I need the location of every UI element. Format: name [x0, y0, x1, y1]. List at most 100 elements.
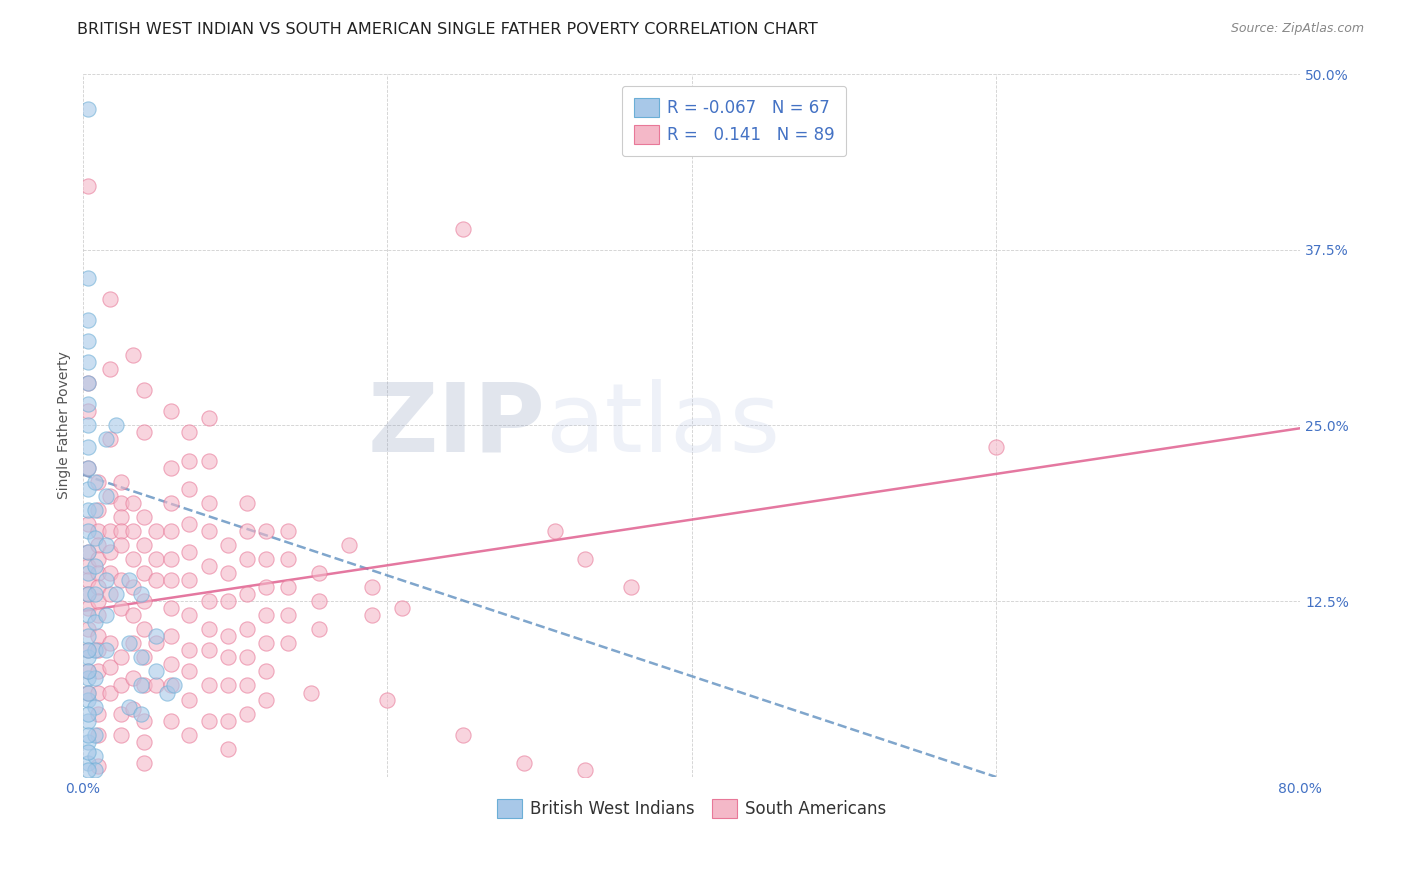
Point: [145, 665, 167, 679]
Point: [87, 643, 110, 657]
Point: [76, 685, 98, 699]
Point: [84, 531, 107, 545]
Point: [76, 672, 98, 686]
Point: [76, 503, 98, 517]
Point: [361, 608, 384, 623]
Point: [98, 587, 121, 601]
Point: [361, 580, 384, 594]
Point: [110, 475, 132, 489]
Point: [198, 496, 221, 510]
Point: [84, 615, 107, 630]
Point: [122, 636, 145, 650]
Point: [132, 756, 155, 770]
Point: [132, 566, 155, 580]
Point: [76, 404, 98, 418]
Point: [132, 425, 155, 440]
Point: [129, 678, 152, 692]
Point: [217, 629, 239, 643]
Point: [179, 453, 201, 467]
Point: [76, 482, 98, 496]
Point: [84, 672, 107, 686]
Point: [179, 573, 201, 587]
Point: [198, 453, 221, 467]
Point: [308, 622, 330, 636]
Point: [254, 524, 277, 538]
Point: [87, 706, 110, 721]
Point: [277, 580, 299, 594]
Point: [163, 678, 186, 692]
Point: [160, 714, 183, 728]
Point: [122, 496, 145, 510]
Point: [105, 418, 128, 433]
Point: [198, 411, 221, 425]
Point: [145, 678, 167, 692]
Point: [236, 587, 259, 601]
Y-axis label: Single Father Poverty: Single Father Poverty: [58, 351, 72, 500]
Point: [110, 538, 132, 552]
Point: [98, 660, 121, 674]
Point: [236, 622, 259, 636]
Point: [87, 580, 110, 594]
Point: [98, 685, 121, 699]
Point: [110, 524, 132, 538]
Point: [308, 594, 330, 608]
Point: [76, 643, 98, 657]
Point: [87, 594, 110, 608]
Point: [217, 650, 239, 665]
Point: [129, 587, 152, 601]
Point: [76, 179, 98, 194]
Point: [94, 538, 117, 552]
Point: [513, 756, 536, 770]
Point: [254, 608, 277, 623]
Point: [87, 608, 110, 623]
Point: [254, 665, 277, 679]
Point: [129, 650, 152, 665]
Text: Source: ZipAtlas.com: Source: ZipAtlas.com: [1230, 22, 1364, 36]
Point: [217, 678, 239, 692]
Point: [375, 692, 398, 706]
Point: [122, 672, 145, 686]
Point: [76, 545, 98, 559]
Point: [122, 348, 145, 362]
Point: [122, 524, 145, 538]
Point: [198, 678, 221, 692]
Point: [236, 650, 259, 665]
Text: ZIP: ZIP: [367, 379, 546, 472]
Point: [574, 763, 596, 777]
Point: [76, 650, 98, 665]
Point: [179, 692, 201, 706]
Point: [160, 573, 183, 587]
Point: [76, 756, 98, 770]
Point: [117, 699, 139, 714]
Point: [76, 460, 98, 475]
Point: [110, 573, 132, 587]
Point: [117, 636, 139, 650]
Point: [76, 735, 98, 749]
Point: [217, 741, 239, 756]
Point: [84, 699, 107, 714]
Point: [84, 763, 107, 777]
Point: [98, 545, 121, 559]
Point: [84, 587, 107, 601]
Text: BRITISH WEST INDIAN VS SOUTH AMERICAN SINGLE FATHER POVERTY CORRELATION CHART: BRITISH WEST INDIAN VS SOUTH AMERICAN SI…: [77, 22, 818, 37]
Legend: British West Indians, South Americans: British West Indians, South Americans: [491, 792, 893, 825]
Point: [254, 692, 277, 706]
Point: [76, 397, 98, 411]
Point: [94, 433, 117, 447]
Point: [179, 643, 201, 657]
Point: [145, 524, 167, 538]
Point: [179, 482, 201, 496]
Point: [76, 376, 98, 391]
Point: [236, 496, 259, 510]
Point: [453, 728, 475, 742]
Point: [84, 748, 107, 763]
Point: [98, 636, 121, 650]
Point: [76, 601, 98, 615]
Point: [129, 706, 152, 721]
Point: [179, 728, 201, 742]
Point: [87, 524, 110, 538]
Point: [117, 573, 139, 587]
Point: [299, 685, 322, 699]
Point: [145, 629, 167, 643]
Point: [236, 524, 259, 538]
